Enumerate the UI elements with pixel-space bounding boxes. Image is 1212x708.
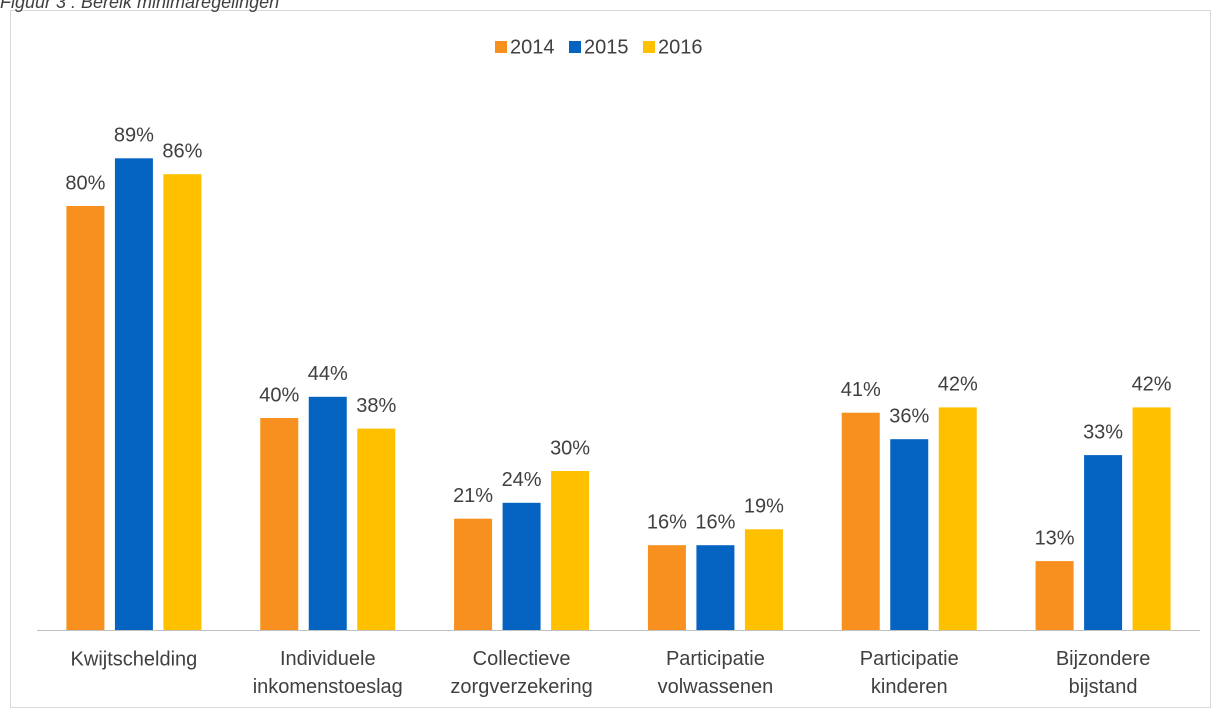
bar — [841, 412, 880, 630]
data-label: 89% — [114, 125, 154, 147]
bar — [1132, 407, 1171, 630]
data-label: 40% — [259, 384, 299, 406]
data-label: 30% — [550, 437, 590, 459]
bar — [502, 502, 541, 630]
data-label: 38% — [356, 395, 396, 417]
x-tick-label: Participatie volwassenen — [658, 648, 774, 698]
chart-title: Figuur 3 : Bereik minimaregelingen — [0, 0, 279, 12]
bar — [454, 518, 493, 630]
x-tick-label: Collectieve zorgverzekering — [450, 648, 592, 698]
legend-label: 2014 — [510, 36, 555, 58]
bar — [1035, 561, 1074, 630]
data-label: 80% — [65, 172, 105, 194]
data-label: 19% — [744, 496, 784, 518]
legend-swatch — [495, 41, 507, 53]
x-tick-label: Kwijtschelding — [71, 648, 198, 670]
bar — [260, 418, 299, 630]
bar — [308, 396, 347, 630]
bar — [1084, 455, 1123, 630]
bar — [551, 471, 590, 630]
data-label: 44% — [308, 363, 348, 385]
legend-swatch — [643, 41, 655, 53]
bar — [647, 545, 686, 630]
x-tick-label: Participatie kinderen — [860, 648, 959, 698]
bar — [163, 174, 202, 630]
bar — [744, 529, 783, 630]
legend-swatch — [569, 41, 581, 53]
bar — [114, 158, 153, 631]
bar — [938, 407, 977, 630]
data-label: 33% — [1083, 421, 1123, 443]
data-label: 42% — [1132, 374, 1172, 396]
data-label: 21% — [453, 485, 493, 507]
data-label: 16% — [695, 511, 735, 533]
data-label: 42% — [938, 374, 978, 396]
data-label: 16% — [647, 511, 687, 533]
data-label: 13% — [1035, 527, 1075, 549]
data-label: 36% — [889, 405, 929, 427]
x-tick-label: Bijzondere bijstand — [1056, 648, 1151, 698]
legend-label: 2015 — [584, 36, 629, 58]
legend-label: 2016 — [658, 36, 703, 58]
data-label: 86% — [162, 140, 202, 162]
bar — [696, 545, 735, 630]
x-tick-label: Individuele inkomenstoeslag — [253, 648, 403, 698]
bar — [66, 206, 105, 630]
data-label: 41% — [841, 379, 881, 401]
bar — [357, 428, 396, 630]
data-label: 24% — [502, 469, 542, 491]
bar — [890, 439, 929, 630]
